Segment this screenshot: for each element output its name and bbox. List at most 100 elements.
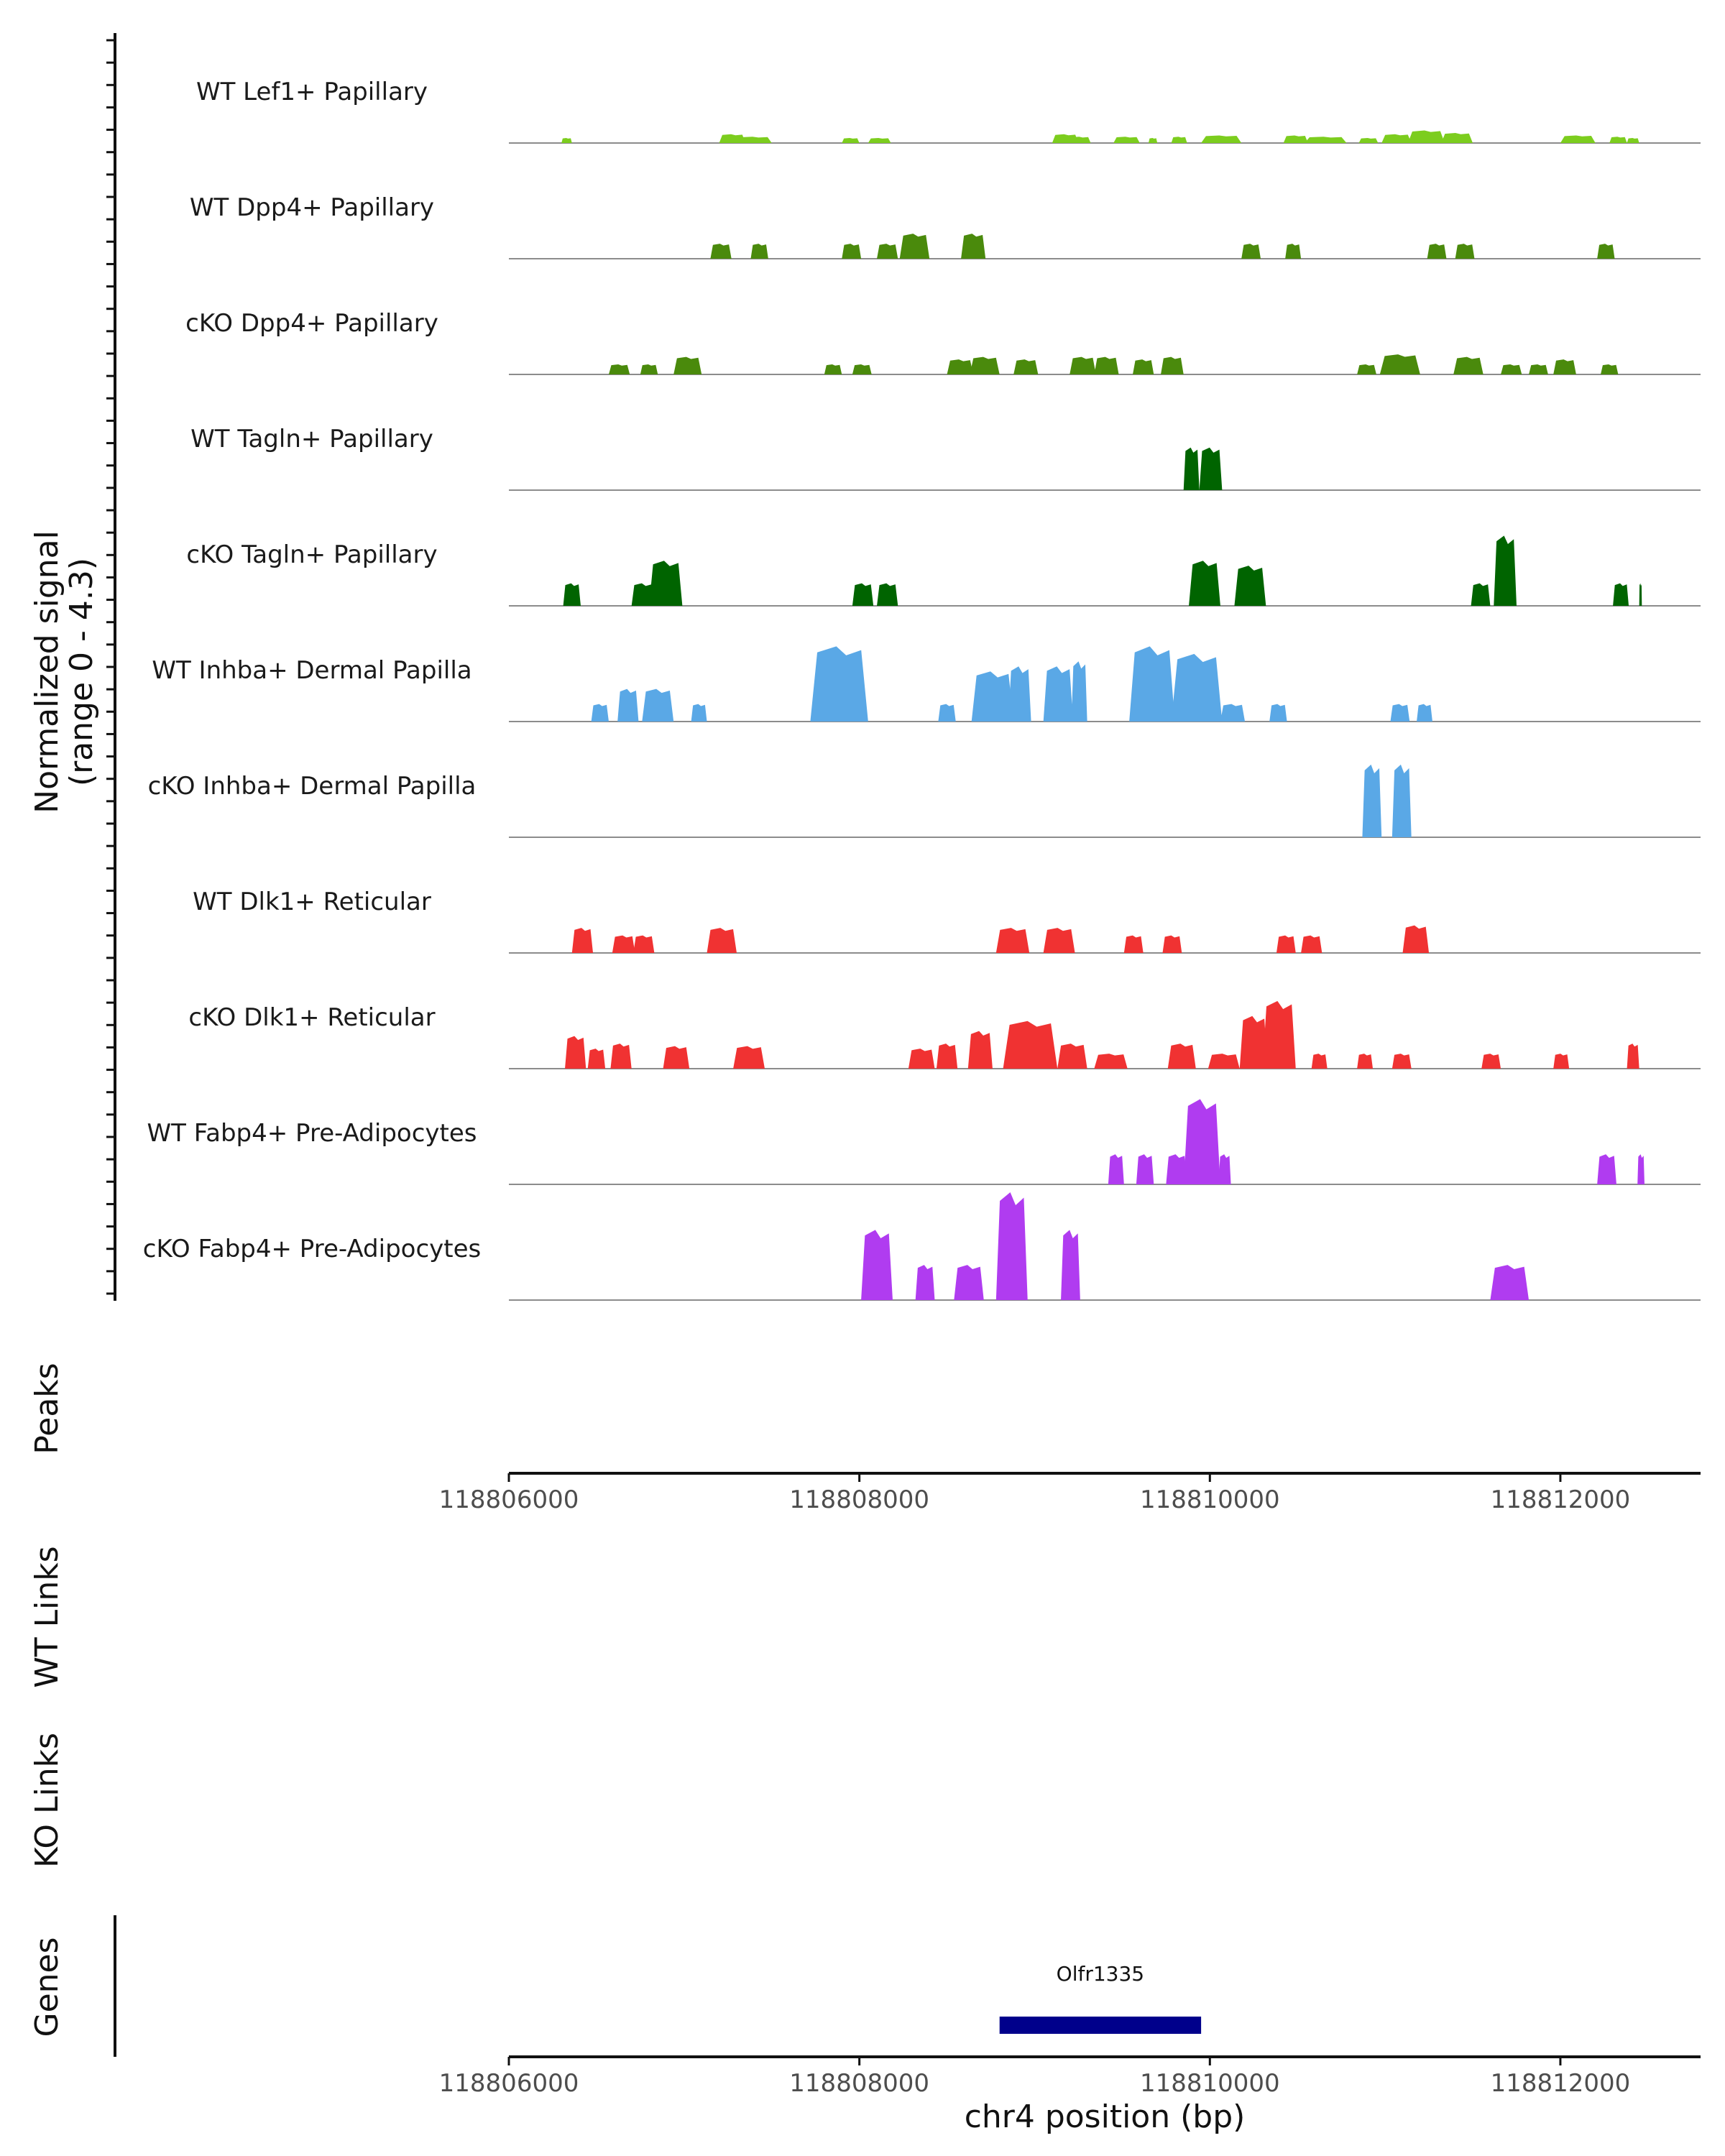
x-tick-label: 118810000 — [1140, 1485, 1280, 1514]
coverage-peak — [1494, 535, 1517, 606]
coverage-peak — [612, 935, 635, 953]
coverage-peak — [1061, 1230, 1080, 1300]
coverage-peak — [1094, 1054, 1128, 1069]
coverage-peak — [971, 671, 1014, 722]
coverage-peak — [610, 1044, 632, 1069]
signal-y-ticks — [106, 39, 115, 1295]
coverage-peak — [710, 244, 732, 259]
coverage-peak — [1043, 928, 1075, 953]
peaks-label: Peaks — [29, 1363, 65, 1454]
signal-y-title: Normalized signal — [29, 530, 65, 814]
coverage-peak — [1455, 244, 1475, 259]
coverage-peak — [954, 1265, 984, 1300]
coverage-peak — [1362, 764, 1382, 837]
gene-annotations: Olfr1335 — [999, 1962, 1202, 2034]
coverage-peak — [1166, 1154, 1187, 1184]
coverage-peak — [1553, 1054, 1570, 1069]
coverage-peak — [642, 688, 674, 722]
ko-links-label: KO Links — [29, 1733, 65, 1868]
coverage-tracks: WT Lef1+ Papillary WT Dpp4+ Papillary cKO … — [143, 78, 1701, 1301]
coverage-peak — [691, 704, 707, 722]
track-label: cKO Dlk1+ Reticular — [188, 1003, 435, 1032]
coverage-peak — [861, 1230, 893, 1300]
coverage-peak — [1285, 244, 1302, 259]
coverage-peak — [561, 138, 572, 143]
coverage-peak — [1218, 1154, 1231, 1184]
coverage-peak — [1220, 704, 1246, 722]
coverage-peak — [1379, 354, 1420, 374]
signal-y-range: (range 0 - 4.3) — [63, 558, 100, 786]
track: WT Tagln+ Papillary — [190, 425, 1701, 491]
track-label: cKO Inhba+ Dermal Papilla — [148, 772, 477, 801]
gene-name: Olfr1335 — [1057, 1962, 1144, 1986]
coverage-peak — [1269, 704, 1287, 722]
coverage-peak — [1609, 137, 1627, 143]
coverage-peak — [571, 928, 594, 953]
track: WT Dlk1+ Reticular — [193, 888, 1701, 954]
coverage-peak — [1262, 1000, 1296, 1069]
coverage-peak — [1161, 356, 1184, 374]
track: cKO Dpp4+ Papillary — [185, 309, 1701, 375]
coverage-peak — [852, 364, 872, 374]
coverage-peak — [1453, 356, 1484, 374]
coverage-peak — [649, 561, 683, 606]
coverage-peak — [1381, 134, 1412, 143]
genes-label: Genes — [29, 1937, 65, 2037]
x-tick-label: 118808000 — [789, 1485, 929, 1514]
x-axis-title: chr4 position (bp) — [965, 2099, 1246, 2135]
peaks-x-ticks: 118806000 118808000 118810000 118812000 — [439, 1473, 1630, 1514]
coverage-peak — [1201, 135, 1242, 143]
coverage-peak — [1501, 364, 1522, 374]
coverage-peak — [1639, 583, 1642, 606]
coverage-peak — [1162, 935, 1182, 953]
x-tick-label: 118806000 — [439, 2069, 579, 2098]
genes-x-ticks: 118806000 118808000 118810000 118812000 — [439, 2057, 1630, 2098]
wt-links-label: WT Links — [29, 1546, 65, 1687]
coverage-peak — [1304, 137, 1347, 143]
coverage-peak — [1057, 1044, 1087, 1069]
coverage-peak — [1637, 1154, 1644, 1184]
coverage-peak — [1094, 356, 1119, 374]
x-tick-label: 118806000 — [439, 1485, 579, 1514]
coverage-peak — [1392, 764, 1412, 837]
coverage-peak — [587, 1049, 606, 1069]
coverage-peak — [908, 1049, 935, 1069]
track-label: WT Inhba+ Dermal Papilla — [152, 656, 472, 685]
coverage-peak — [736, 137, 772, 143]
coverage-peak — [995, 1192, 1028, 1300]
coverage-peak — [1613, 583, 1629, 606]
coverage-peak — [1239, 1015, 1268, 1069]
coverage-peak — [707, 928, 737, 953]
coverage-peak — [1241, 244, 1261, 259]
coverage-peak — [1013, 359, 1039, 374]
coverage-peak — [1133, 359, 1154, 374]
coverage-peak — [1358, 138, 1379, 143]
coverage-peak — [1167, 1044, 1196, 1069]
track-label: cKO Fabp4+ Pre-Adipocytes — [143, 1235, 482, 1263]
coverage-peak — [1417, 704, 1432, 722]
track: cKO Fabp4+ Pre-Adipocytes — [143, 1192, 1701, 1301]
coverage-peak — [824, 364, 842, 374]
coverage-peak — [733, 1046, 765, 1069]
coverage-peak — [936, 1044, 958, 1069]
coverage-peak — [842, 138, 860, 143]
coverage-peak — [995, 928, 1030, 953]
coverage-peak — [842, 244, 862, 259]
coverage-peak — [608, 364, 630, 374]
track-label: cKO Dpp4+ Papillary — [185, 309, 438, 338]
coverage-peak — [1136, 1154, 1154, 1184]
coverage-peak — [1171, 653, 1223, 722]
coverage-peak — [1490, 1265, 1530, 1300]
coverage-peak — [1427, 244, 1447, 259]
coverage-peak — [1601, 364, 1619, 374]
coverage-peak — [1108, 1154, 1124, 1184]
coverage-peak — [1208, 1054, 1240, 1069]
coverage-peak — [1183, 447, 1200, 490]
track: WT Fabp4+ Pre-Adipocytes — [147, 1099, 1701, 1185]
track-label: WT Dlk1+ Reticular — [193, 888, 431, 916]
coverage-peak — [1189, 561, 1220, 606]
track-label: WT Dpp4+ Papillary — [190, 193, 434, 222]
coverage-peak — [899, 234, 930, 259]
coverage-peak — [1283, 135, 1308, 143]
